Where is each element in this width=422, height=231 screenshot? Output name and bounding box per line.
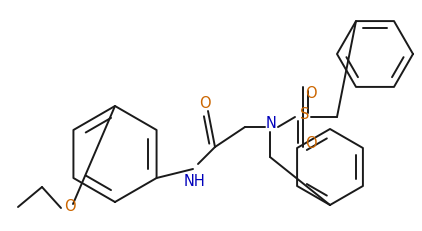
- Text: NH: NH: [184, 174, 206, 189]
- Text: O: O: [305, 135, 317, 150]
- Text: O: O: [305, 85, 317, 100]
- Text: N: N: [265, 116, 276, 131]
- Text: O: O: [64, 199, 76, 214]
- Text: S: S: [300, 107, 310, 122]
- Text: O: O: [199, 96, 211, 111]
